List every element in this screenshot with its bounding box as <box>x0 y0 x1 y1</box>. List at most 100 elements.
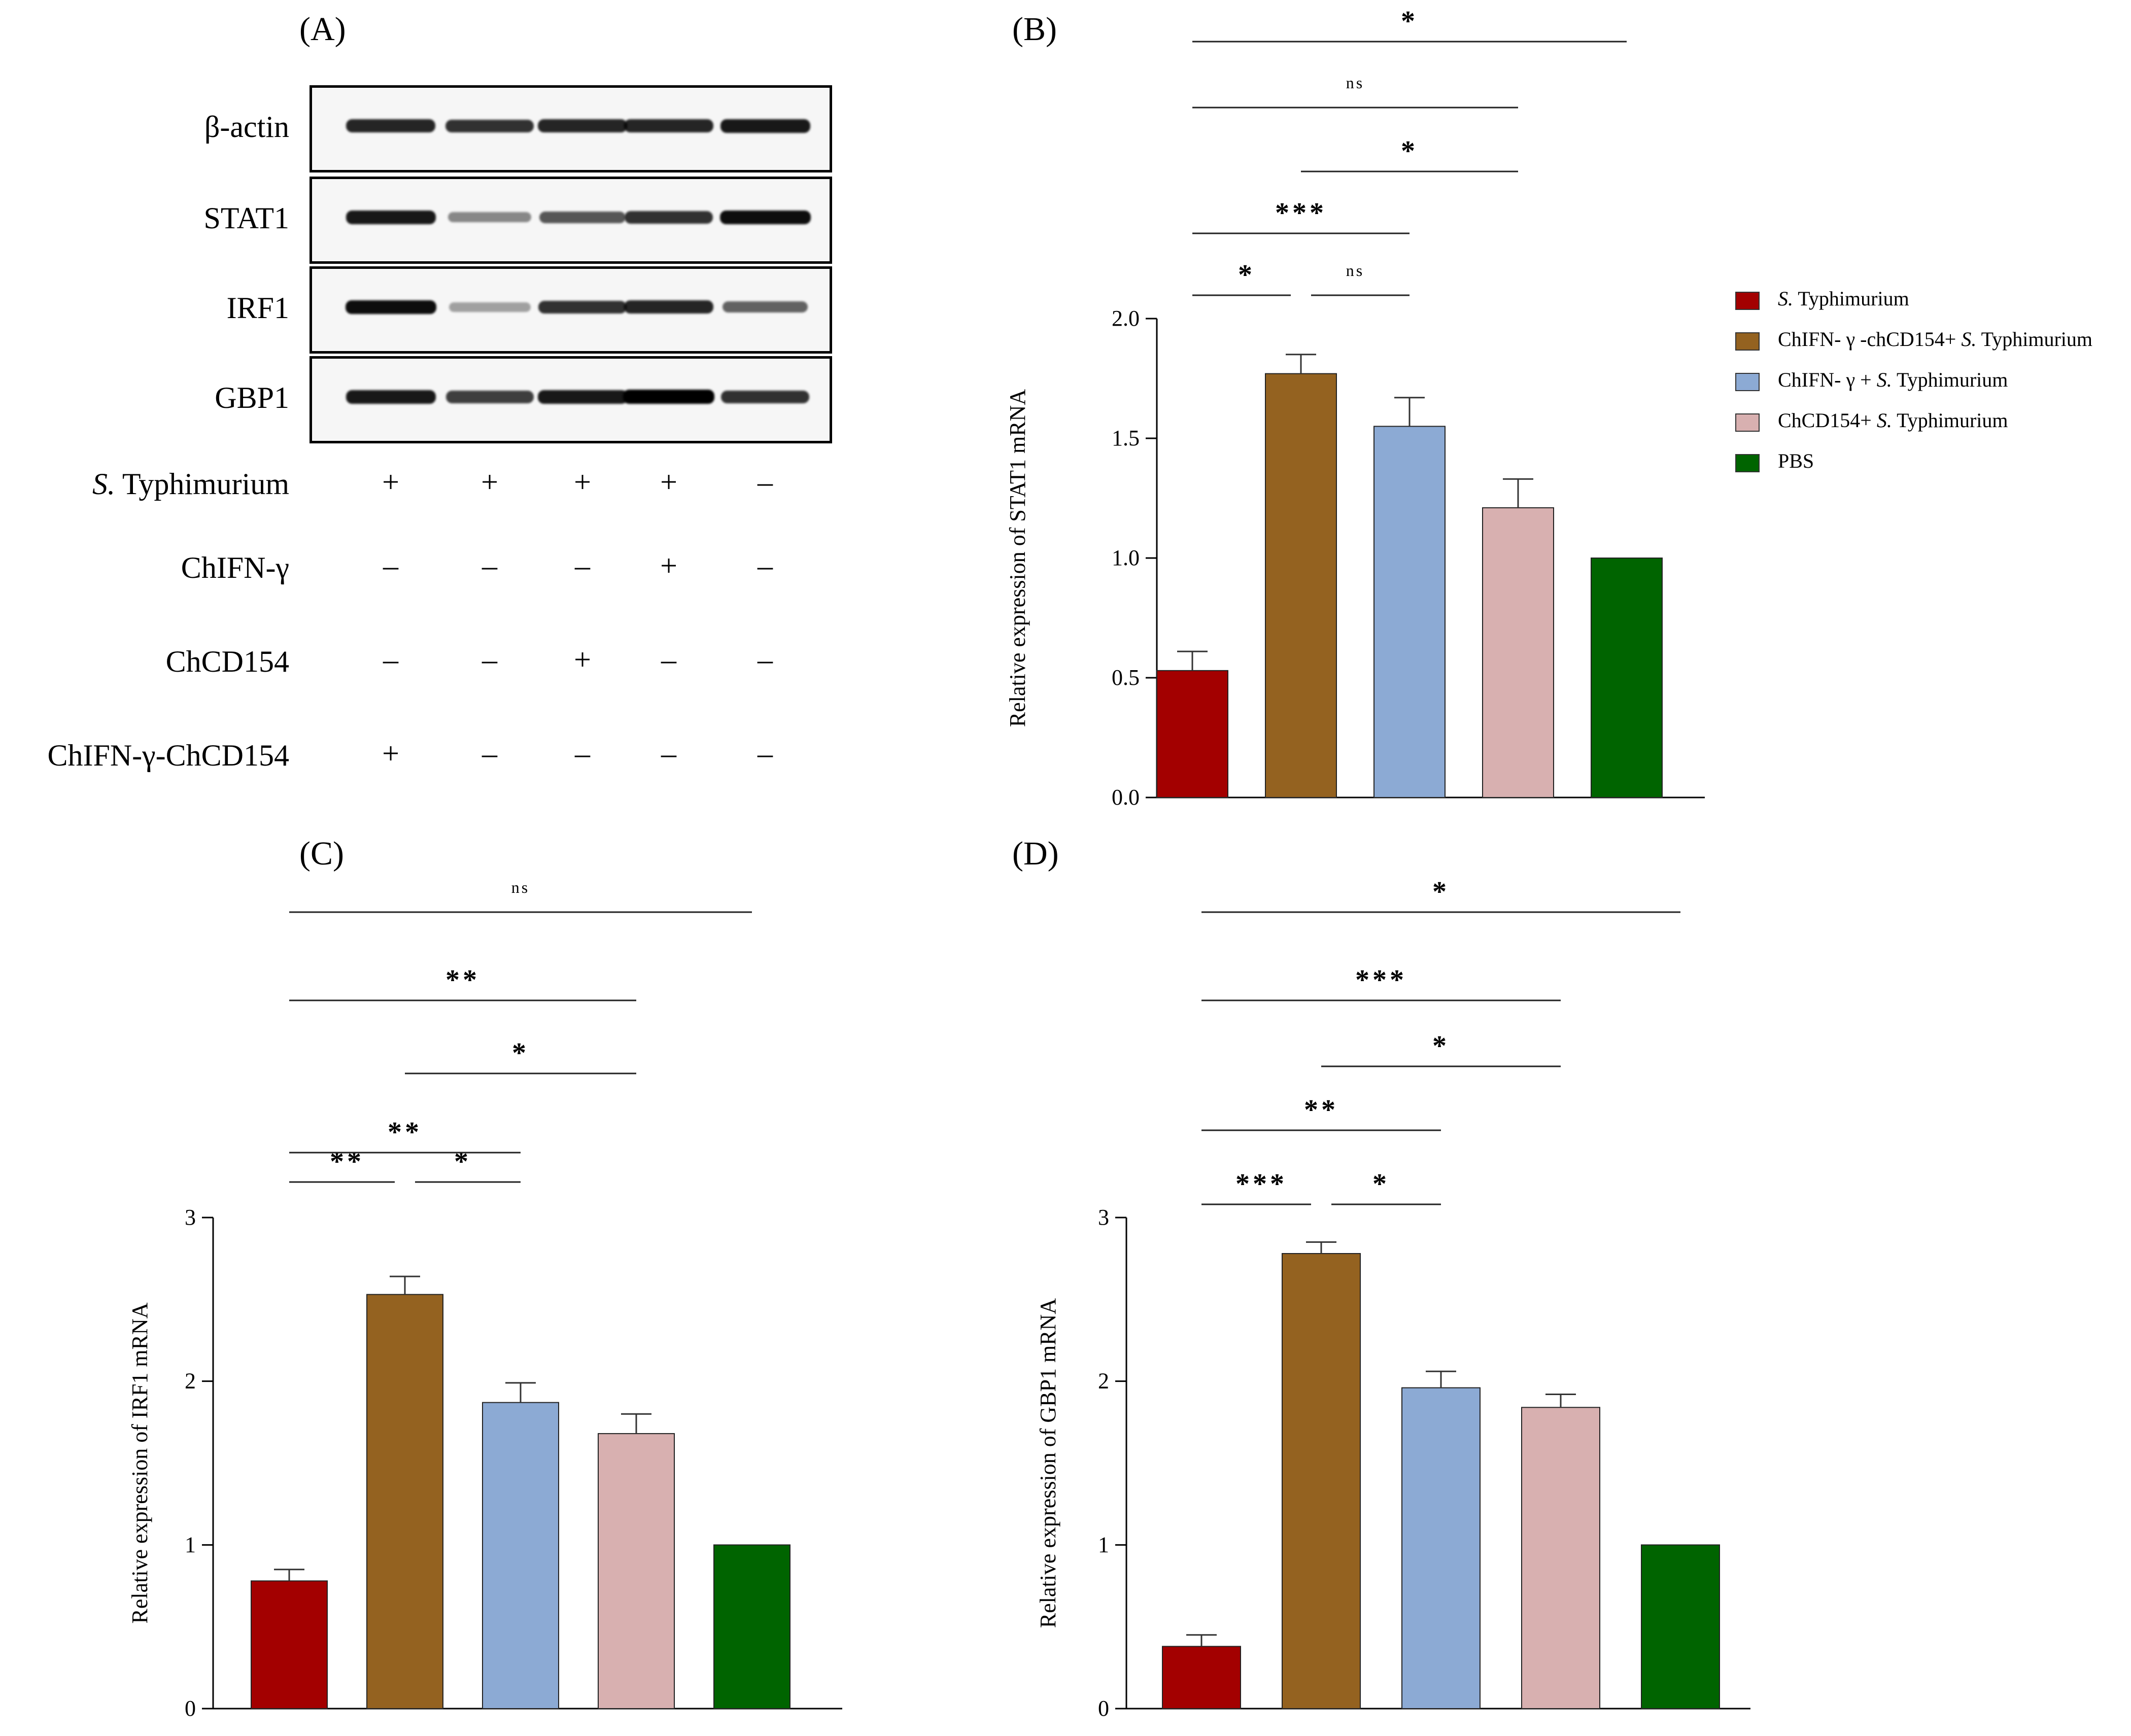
blot-band <box>624 119 713 132</box>
condition-sign: + <box>660 549 677 582</box>
bar <box>1156 670 1228 798</box>
blot-band <box>720 119 810 133</box>
condition-sign: + <box>574 643 591 676</box>
blot-band <box>346 390 436 404</box>
y-tick-label: 3 <box>185 1205 196 1230</box>
blot-band <box>445 390 534 403</box>
blot-band <box>539 211 626 223</box>
condition-sign: – <box>482 549 497 582</box>
condition-label: ChIFN-γ-ChCD154 <box>47 739 289 772</box>
significance-label: ns <box>1346 261 1364 280</box>
significance-label: * <box>1432 876 1450 908</box>
condition-sign: – <box>758 643 773 676</box>
condition-sign: + <box>382 465 399 499</box>
bar <box>1282 1253 1361 1709</box>
y-axis-label: Relative expression of STAT1 mRNA <box>1005 389 1030 727</box>
legend-swatch <box>1735 454 1760 472</box>
bar <box>598 1433 675 1710</box>
condition-sign: – <box>758 465 773 499</box>
condition-sign: + <box>660 465 677 499</box>
bar <box>1265 373 1337 798</box>
condition-sign: – <box>661 737 676 770</box>
bar <box>1482 507 1554 798</box>
y-axis-label: Relative expression of GBP1 mRNA <box>1036 1298 1060 1628</box>
significance-label: * <box>1432 1030 1450 1062</box>
legend-swatch <box>1735 332 1760 351</box>
y-tick-label: 1 <box>185 1532 196 1557</box>
bar <box>1521 1407 1600 1709</box>
bar <box>482 1402 559 1709</box>
bar <box>713 1544 790 1710</box>
blot-band <box>345 300 436 314</box>
blot-band <box>346 210 436 224</box>
y-tick-label: 1.5 <box>1112 426 1140 450</box>
condition-sign: – <box>482 737 497 770</box>
legend-item: S. Typhimurium <box>1735 287 2092 327</box>
legend-item: ChIFN- γ -chCD154+ S. Typhimurium <box>1735 327 2092 368</box>
significance-label: * <box>1372 1168 1390 1200</box>
y-tick-label: 1 <box>1098 1532 1109 1557</box>
blot-band <box>448 212 531 222</box>
significance-label: *** <box>1275 197 1327 229</box>
bar <box>1162 1646 1241 1710</box>
significance-label: *** <box>1355 964 1407 996</box>
stat1-chart: 0.0 0.5 1.0 1.5 2.0 Relative expression of ST… <box>1005 6 1705 810</box>
significance-label: * <box>1401 135 1418 167</box>
y-tick-label: 0.0 <box>1112 785 1140 810</box>
blot-band <box>538 119 627 132</box>
condition-label: S. Typhimurium <box>92 467 289 501</box>
legend-item: PBS <box>1735 449 2092 490</box>
significance-label: * <box>512 1037 529 1069</box>
condition-sign: – <box>758 737 773 770</box>
condition-sign: – <box>383 549 398 582</box>
blot-protein-label: β-actin <box>204 110 289 144</box>
blot-band <box>449 302 531 312</box>
y-tick-label: 3 <box>1098 1205 1109 1230</box>
bar <box>1401 1387 1481 1710</box>
legend-item: ChIFN- γ + S. Typhimurium <box>1735 368 2092 408</box>
condition-label: ChCD154 <box>165 645 289 678</box>
blot-band <box>721 390 809 403</box>
condition-sign: – <box>661 643 676 676</box>
y-tick-label: 0 <box>185 1696 196 1721</box>
condition-sign: + <box>382 737 399 770</box>
y-tick-label: 0 <box>1098 1696 1109 1721</box>
blot-band <box>537 390 628 404</box>
legend-swatch <box>1735 291 1760 310</box>
bar <box>1373 426 1446 798</box>
significance-label: ** <box>388 1117 422 1148</box>
y-tick-label: 1.0 <box>1112 545 1140 570</box>
blot-band <box>719 210 811 224</box>
significance-label: * <box>1238 259 1255 291</box>
condition-sign: – <box>575 737 590 770</box>
panel-c-label: (C) <box>299 835 344 872</box>
blot-band <box>445 119 534 132</box>
significance-label: ** <box>445 964 480 996</box>
bar <box>1641 1544 1720 1710</box>
significance-label: * <box>454 1146 471 1177</box>
condition-sign: – <box>383 643 398 676</box>
condition-label: ChIFN-γ <box>181 551 289 584</box>
blot-band <box>723 301 808 313</box>
panel-b-label: (B) <box>1012 11 1057 48</box>
legend-item: ChCD154+ S. Typhimurium <box>1735 408 2092 449</box>
y-tick-label: 2.0 <box>1112 306 1140 331</box>
blot-protein-label: IRF1 <box>226 291 289 325</box>
y-tick-label: 2 <box>1098 1369 1109 1394</box>
condition-sign: – <box>482 643 497 676</box>
blot-protein-label: STAT1 <box>203 201 289 235</box>
blot-protein-label: GBP1 <box>215 381 289 414</box>
bar <box>251 1580 328 1709</box>
blot-band <box>624 300 713 314</box>
significance-label: * <box>1401 6 1418 37</box>
condition-sign: – <box>575 549 590 582</box>
condition-sign: + <box>574 465 591 499</box>
y-tick-label: 0.5 <box>1112 665 1140 690</box>
condition-sign: – <box>758 549 773 582</box>
bar <box>366 1294 443 1709</box>
blot-band <box>538 300 627 314</box>
significance-label: ns <box>511 878 530 896</box>
blot-band <box>625 211 713 224</box>
